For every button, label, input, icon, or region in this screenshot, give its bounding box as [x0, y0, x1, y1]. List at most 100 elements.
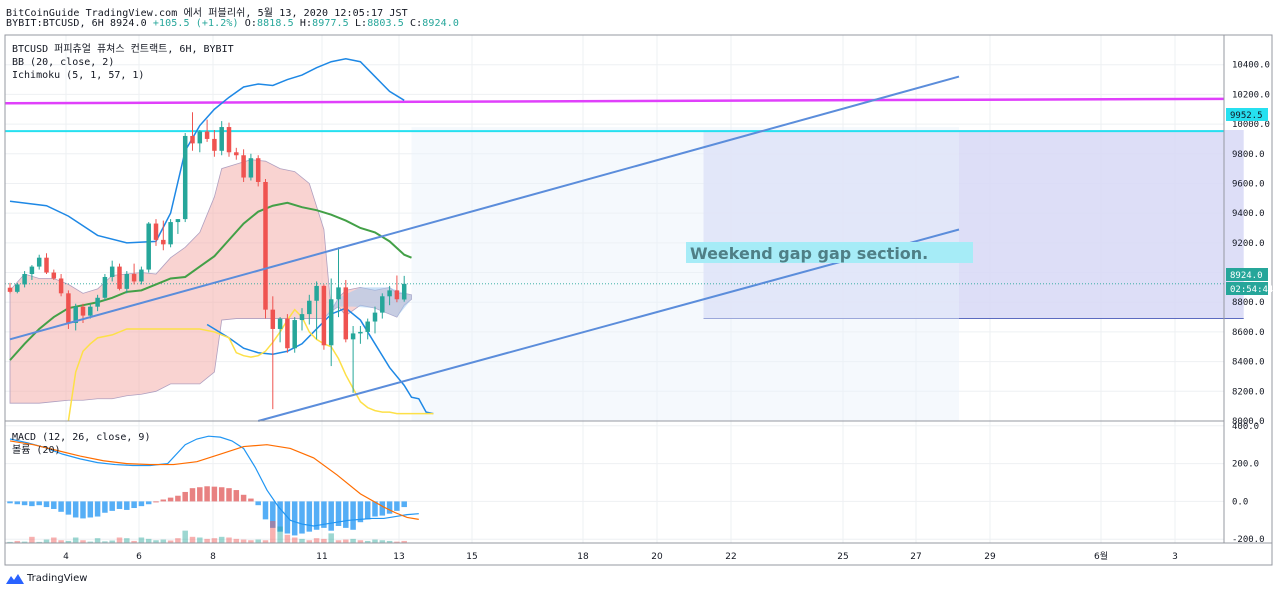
y-tick-label: 9400.0 — [1232, 209, 1265, 219]
candles — [7, 112, 407, 410]
candle-body — [212, 138, 217, 151]
macd-hist-bar — [262, 501, 269, 520]
gap-level-label: 9952.5 — [1230, 111, 1263, 121]
x-tick-label: 29 — [984, 552, 996, 562]
macd-hist-bar — [58, 501, 64, 512]
macd-hist-bar — [277, 501, 283, 532]
annotation-box[interactable] — [686, 242, 973, 263]
y-tick-label: 10200.0 — [1232, 90, 1270, 100]
volume-bar — [65, 540, 72, 543]
macd-hist-bar — [321, 501, 327, 528]
macd-hist-bar — [175, 495, 181, 502]
macd-y-tick-label: -200.0 — [1232, 535, 1265, 545]
candle-body — [109, 266, 115, 277]
candle-body — [226, 127, 232, 153]
x-tick-label: 11 — [316, 552, 327, 562]
candle-body — [299, 314, 305, 321]
volume-bar — [379, 540, 386, 543]
volume-bar — [277, 526, 283, 543]
legend-ichimoku[interactable]: Ichimoku (5, 1, 57, 1) — [12, 70, 144, 81]
candle-body — [358, 331, 363, 334]
volume-bar — [182, 530, 188, 543]
candle-body — [95, 297, 100, 307]
legend-bb[interactable]: BB (20, close, 2) — [12, 57, 114, 68]
macd-hist-bar — [372, 501, 378, 517]
macd-hist-bar — [379, 501, 386, 516]
annotation-text: Weekend gap gap section. — [690, 244, 928, 263]
y-tick-label: 10000.0 — [1232, 120, 1270, 130]
volume-bar — [124, 538, 130, 543]
volume-bar — [204, 538, 210, 543]
macd-hist-bar — [65, 501, 72, 515]
volume-bar — [87, 541, 94, 543]
candle-body — [263, 181, 268, 310]
horizontal-lines — [4, 97, 1225, 285]
macd-y-tick-label: 400.0 — [1232, 422, 1259, 432]
macd-hist-bar — [21, 501, 28, 506]
candle-body — [314, 285, 319, 301]
last-price-label: 8924.0 — [1230, 271, 1263, 281]
candle-body — [124, 274, 130, 289]
y-tick-label: 9200.0 — [1232, 239, 1265, 249]
volume-bar — [321, 538, 327, 543]
volume-bar — [197, 537, 203, 543]
pane-frames — [4, 34, 1273, 566]
volume-bar — [167, 540, 174, 543]
volume-bar — [43, 539, 50, 543]
macd-hist-bar — [401, 501, 407, 508]
macd-hist-bar — [116, 501, 123, 509]
macd-hist-bar — [313, 501, 320, 530]
macd-y-tick-label: 200.0 — [1232, 460, 1259, 470]
x-tick-label: 3 — [1172, 552, 1178, 562]
cloud-area — [9, 159, 412, 404]
macd-hist-bar — [51, 501, 57, 509]
macd-hist-bar — [233, 490, 240, 502]
candle-body — [365, 321, 370, 332]
volume-bar — [218, 536, 225, 543]
x-tick-label: 22 — [725, 552, 736, 562]
macd-hist-bar — [43, 501, 50, 508]
volume-bar — [284, 534, 291, 543]
candle-body — [270, 309, 276, 329]
volume-bar — [72, 537, 79, 543]
candle-body — [204, 131, 210, 139]
y-tick-label: 8600.0 — [1232, 328, 1265, 338]
candle-body — [190, 135, 195, 144]
candle-body — [292, 320, 297, 349]
candle-body — [161, 239, 166, 245]
indicator-lines — [9, 57, 434, 422]
volume-bar — [51, 537, 57, 543]
ichimoku-cloud — [9, 159, 412, 404]
publish-info: BitCoinGuide TradingView.com 에서 퍼블리쉬, 5월… — [6, 8, 408, 19]
candle-body — [241, 155, 246, 178]
x-tick-label: 20 — [651, 552, 663, 562]
volume-bar — [116, 537, 123, 543]
x-tick-label: 13 — [393, 552, 404, 562]
volume-bar — [80, 540, 86, 543]
open-label: O: — [244, 18, 257, 29]
high-label: H: — [299, 18, 313, 29]
change-value: +105.5 (+1.2%) — [152, 18, 239, 29]
candle-body — [131, 274, 137, 282]
volume-bar — [240, 539, 247, 543]
macd-hist-bar — [102, 501, 108, 513]
last-price-tag — [1226, 268, 1268, 281]
macd-hist-bar — [335, 501, 342, 526]
gap-zone — [411, 127, 1244, 422]
macd-hist-bar — [131, 501, 137, 509]
legend-macd[interactable]: MACD (12, 26, close, 9) — [12, 432, 150, 443]
candle-body — [7, 287, 13, 292]
macd-hist-bar — [160, 499, 167, 502]
macd-hist-bar — [189, 488, 196, 502]
volume-bar — [270, 521, 276, 543]
candle-body — [168, 222, 173, 245]
volume-bar — [58, 540, 64, 543]
close-label: C: — [410, 18, 423, 29]
macd-hist-bar — [343, 501, 349, 528]
volume-bar — [233, 538, 240, 543]
candle-body — [153, 223, 159, 240]
macd-hist-bar — [218, 487, 225, 502]
legend-volume[interactable]: 볼륨 (20) — [12, 444, 61, 456]
tradingview-logo[interactable]: TradingView — [6, 573, 87, 584]
